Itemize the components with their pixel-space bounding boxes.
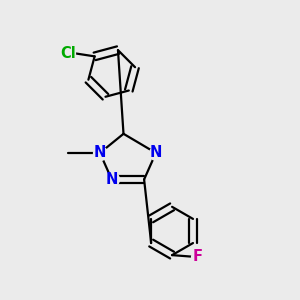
Text: N: N: [106, 172, 118, 187]
Text: Cl: Cl: [60, 46, 76, 61]
Text: F: F: [193, 249, 203, 264]
Text: N: N: [150, 146, 162, 160]
Text: N: N: [94, 146, 106, 160]
